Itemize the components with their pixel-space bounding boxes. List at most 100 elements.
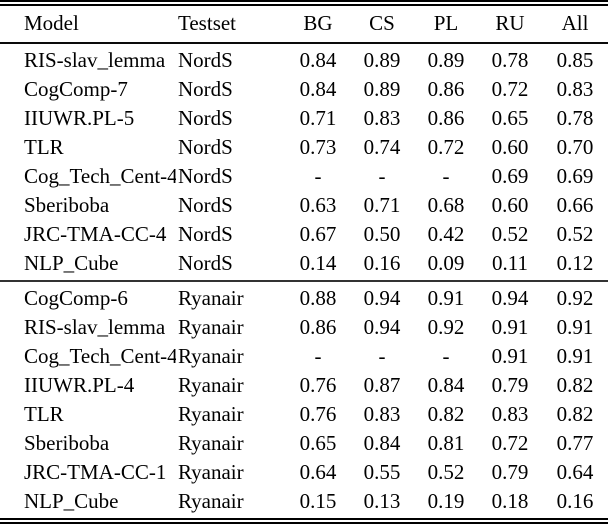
table-row: TLR Ryanair 0.76 0.83 0.82 0.83 0.82 — [0, 400, 608, 429]
score-cell-cs: 0.89 — [363, 48, 401, 72]
model-name-cell: RIS-slav_lemma — [24, 315, 166, 339]
testset-cell: NordS — [178, 222, 233, 246]
score-cell-pl: 0.68 — [427, 193, 465, 217]
column-header-cs: CS — [350, 3, 414, 44]
model-name-cell: JRC-TMA-CC-1 — [24, 460, 167, 484]
score-cell-pl: 0.84 — [427, 373, 465, 397]
model-name-cell: CogComp-6 — [24, 286, 128, 310]
column-header-bg: BG — [286, 3, 350, 44]
testset-cell: NordS — [178, 164, 233, 188]
table-row: Cog_Tech_Cent-4 Ryanair - - - 0.91 0.91 — [0, 342, 608, 371]
score-cell-all: 0.83 — [556, 77, 594, 101]
model-name-cell: NLP_Cube — [24, 251, 119, 275]
score-cell-ru: 0.18 — [491, 489, 529, 513]
score-cell-ru: 0.91 — [491, 344, 529, 368]
score-cell-ru: 0.79 — [491, 460, 529, 484]
score-cell-cs: 0.94 — [363, 286, 401, 310]
score-cell-cs: 0.55 — [363, 460, 401, 484]
score-cell-all: 0.78 — [556, 106, 594, 130]
score-cell-all: 0.77 — [556, 431, 594, 455]
score-cell-bg: 0.67 — [299, 222, 337, 246]
score-cell-bg: 0.63 — [299, 193, 337, 217]
table-row: Sberiboba Ryanair 0.65 0.84 0.81 0.72 0.77 — [0, 429, 608, 458]
score-cell-cs: 0.87 — [363, 373, 401, 397]
testset-cell: NordS — [178, 48, 233, 72]
model-name-cell: IIUWR.PL-4 — [24, 373, 135, 397]
score-cell-pl: 0.19 — [427, 489, 465, 513]
testset-cell: NordS — [178, 251, 233, 275]
table-row: Sberiboba NordS 0.63 0.71 0.68 0.60 0.66 — [0, 191, 608, 220]
model-name-cell: TLR — [24, 135, 64, 159]
score-cell-all: 0.69 — [556, 164, 594, 188]
score-cell-pl: 0.89 — [427, 48, 465, 72]
column-header-model: Model — [0, 3, 176, 44]
score-cell-pl: 0.52 — [427, 460, 465, 484]
score-cell-pl: 0.92 — [427, 315, 465, 339]
table-header: Model Testset BG CS PL RU All — [0, 3, 608, 44]
table-row: JRC-TMA-CC-1 Ryanair 0.64 0.55 0.52 0.79 0.64 — [0, 458, 608, 487]
score-cell-pl: 0.86 — [427, 106, 465, 130]
score-cell-bg: 0.15 — [299, 489, 337, 513]
table-row: CogComp-7 NordS 0.84 0.89 0.86 0.72 0.83 — [0, 75, 608, 104]
score-cell-pl: 0.09 — [427, 251, 465, 275]
score-cell-all: 0.91 — [556, 344, 594, 368]
score-cell-ru: 0.91 — [491, 315, 529, 339]
score-cell-cs: - — [378, 164, 386, 188]
score-cell-ru: 0.72 — [491, 431, 529, 455]
score-cell-bg: 0.84 — [299, 48, 337, 72]
column-header-ru: RU — [478, 3, 542, 44]
testset-cell: NordS — [178, 106, 233, 130]
score-cell-ru: 0.72 — [491, 77, 529, 101]
table-row: JRC-TMA-CC-4 NordS 0.67 0.50 0.42 0.52 0.52 — [0, 220, 608, 249]
score-cell-all: 0.66 — [556, 193, 594, 217]
score-cell-bg: 0.88 — [299, 286, 337, 310]
table-row: RIS-slav_lemma NordS 0.84 0.89 0.89 0.78 0.85 — [0, 43, 608, 75]
score-cell-cs: 0.16 — [363, 251, 401, 275]
testset-cell: NordS — [178, 77, 233, 101]
table-row: RIS-slav_lemma Ryanair 0.86 0.94 0.92 0.91 0.9… — [0, 313, 608, 342]
score-cell-pl: 0.72 — [427, 135, 465, 159]
model-name-cell: Cog_Tech_Cent-4 — [24, 164, 176, 188]
score-cell-bg: 0.73 — [299, 135, 337, 159]
score-cell-all: 0.92 — [556, 286, 594, 310]
score-cell-pl: 0.91 — [427, 286, 465, 310]
model-name-cell: JRC-TMA-CC-4 — [24, 222, 167, 246]
testset-cell: Ryanair — [178, 286, 244, 310]
score-cell-all: 0.85 — [556, 48, 594, 72]
score-cell-cs: 0.13 — [363, 489, 401, 513]
score-cell-all: 0.16 — [556, 489, 594, 513]
score-cell-all: 0.52 — [556, 222, 594, 246]
testset-cell: Ryanair — [178, 344, 244, 368]
score-cell-pl: - — [442, 164, 450, 188]
score-cell-ru: 0.83 — [491, 402, 529, 426]
model-name-cell: Sberiboba — [24, 431, 110, 455]
score-cell-bg: 0.86 — [299, 315, 337, 339]
score-cell-ru: 0.78 — [491, 48, 529, 72]
score-cell-bg: - — [314, 164, 322, 188]
score-cell-cs: 0.89 — [363, 77, 401, 101]
model-name-cell: IIUWR.PL-5 — [24, 106, 135, 130]
score-cell-ru: 0.69 — [491, 164, 529, 188]
testset-cell: Ryanair — [178, 402, 244, 426]
table-row: NLP_Cube Ryanair 0.15 0.13 0.19 0.18 0.16 — [0, 487, 608, 521]
score-cell-bg: 0.84 — [299, 77, 337, 101]
table-row: IIUWR.PL-5 NordS 0.71 0.83 0.86 0.65 0.78 — [0, 104, 608, 133]
column-header-testset: Testset — [176, 3, 286, 44]
score-cell-cs: 0.74 — [363, 135, 401, 159]
testset-cell: NordS — [178, 135, 233, 159]
table-row: CogComp-6 Ryanair 0.88 0.94 0.91 0.94 0.92 — [0, 281, 608, 313]
score-cell-cs: 0.50 — [363, 222, 401, 246]
score-cell-cs: 0.71 — [363, 193, 401, 217]
score-cell-bg: 0.71 — [299, 106, 337, 130]
score-cell-bg: 0.64 — [299, 460, 337, 484]
score-cell-ru: 0.60 — [491, 193, 529, 217]
score-cell-cs: - — [378, 344, 386, 368]
score-cell-bg: 0.65 — [299, 431, 337, 455]
score-cell-ru: 0.11 — [492, 251, 528, 275]
table-header-row: Model Testset BG CS PL RU All — [0, 3, 608, 44]
score-cell-all: 0.91 — [556, 315, 594, 339]
table-row: Cog_Tech_Cent-4 NordS - - - 0.69 0.69 — [0, 162, 608, 191]
score-cell-ru: 0.94 — [491, 286, 529, 310]
score-cell-cs: 0.83 — [363, 402, 401, 426]
